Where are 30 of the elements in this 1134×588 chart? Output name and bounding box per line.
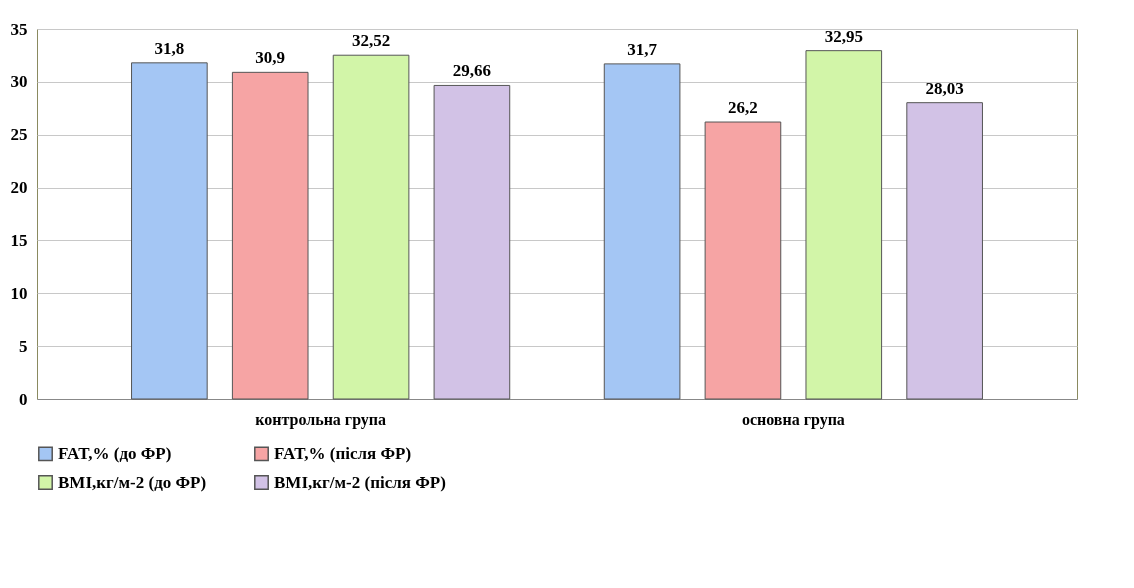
data-label: 29,66 [452,61,492,81]
data-label: 26,2 [728,98,758,118]
y-tick-label: 0 [19,389,28,409]
data-label: 31,7 [627,39,658,59]
bar [433,84,511,400]
bar [231,71,309,400]
bar [603,63,681,400]
legend-label: FAT,% (після ФР) [274,443,412,463]
data-label: 31,8 [154,38,185,58]
y-tick-label: 30 [10,72,28,92]
legend-label: BMI,кг/м-2 (до ФР) [58,472,207,492]
bar [131,62,208,400]
y-tick-label: 25 [10,125,28,145]
legend-label: BMI,кг/м-2 (після ФР) [274,472,446,492]
data-label: 28,03 [925,78,964,98]
data-label: 32,95 [824,26,863,46]
y-tick-label: 20 [10,178,28,198]
x-tick-label: основна група [741,410,845,429]
y-tick-label: 5 [19,336,28,356]
data-label: 32,52 [351,31,391,51]
data-label: 30,9 [255,48,286,68]
y-tick-label: 15 [10,230,28,250]
bar [704,121,782,400]
x-tick-label: контрольна група [255,410,387,429]
bar [805,50,883,400]
legend-label: FAT,% (до ФР) [58,443,172,463]
y-tick-label: 35 [10,19,28,39]
bar [906,102,983,400]
y-tick-label: 10 [10,283,28,303]
bar [332,54,410,400]
